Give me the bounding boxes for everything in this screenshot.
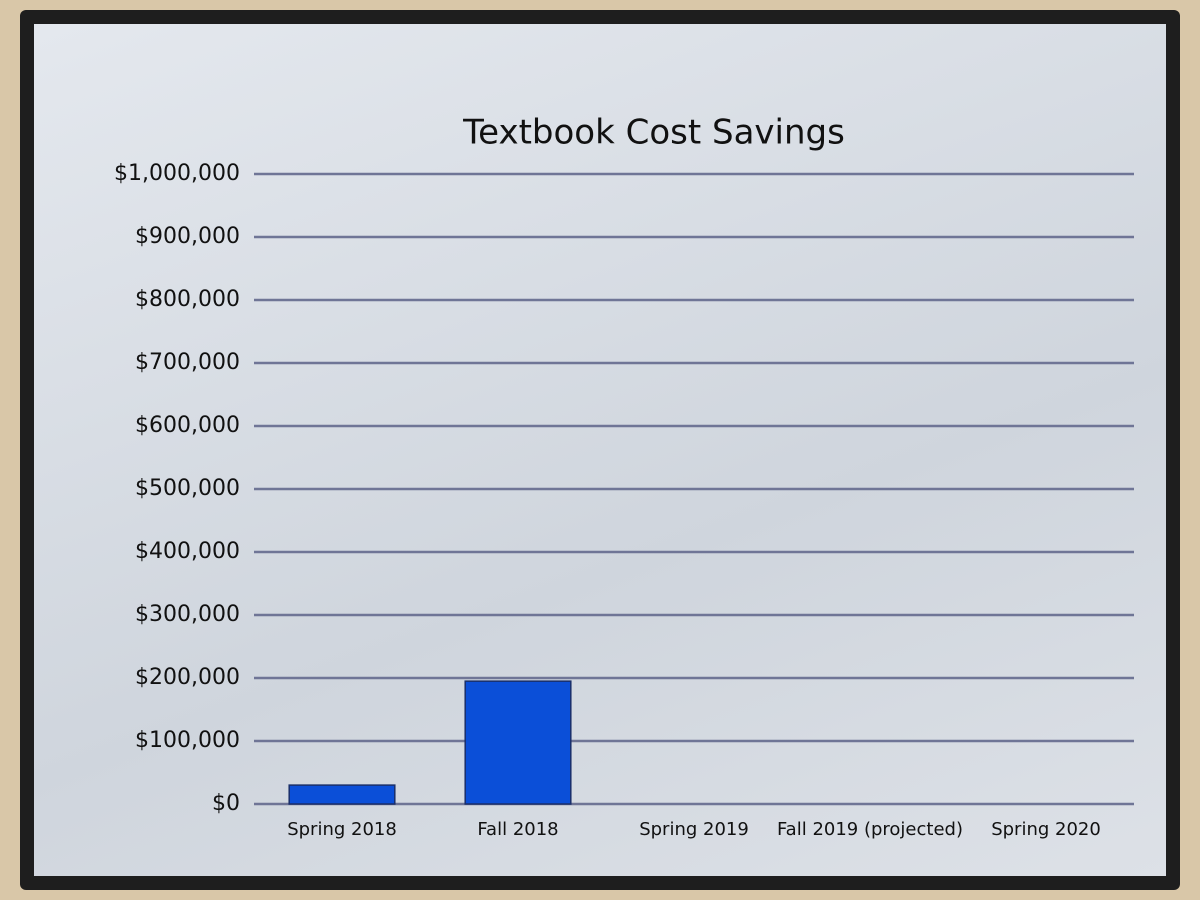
chart: Textbook Cost Savings $0 $100,000 $200,000… bbox=[34, 24, 1166, 876]
bar bbox=[464, 680, 572, 805]
y-tick-label: $400,000 bbox=[135, 539, 240, 564]
y-tick-label: $700,000 bbox=[135, 350, 240, 375]
x-tick-label: Fall 2019 (projected) bbox=[777, 819, 963, 840]
x-tick-label: Spring 2019 bbox=[639, 819, 749, 840]
y-tick-label: $0 bbox=[212, 791, 240, 816]
y-tick-label: $600,000 bbox=[135, 413, 240, 438]
x-tick-label: Fall 2018 bbox=[477, 819, 558, 840]
y-tick-label: $300,000 bbox=[135, 602, 240, 627]
y-tick-label: $500,000 bbox=[135, 476, 240, 501]
screen-frame: Textbook Cost Savings $0 $100,000 $200,000… bbox=[20, 10, 1180, 890]
y-tick-label: $100,000 bbox=[135, 728, 240, 753]
chart-title: Textbook Cost Savings bbox=[462, 113, 845, 153]
y-tick-label: $900,000 bbox=[135, 224, 240, 249]
bar bbox=[288, 784, 396, 805]
y-tick-label: $800,000 bbox=[135, 287, 240, 312]
x-tick-label: Spring 2020 bbox=[991, 819, 1101, 840]
y-tick-label: $1,000,000 bbox=[114, 161, 240, 186]
y-tick-label: $200,000 bbox=[135, 665, 240, 690]
x-tick-label: Spring 2018 bbox=[287, 819, 397, 840]
